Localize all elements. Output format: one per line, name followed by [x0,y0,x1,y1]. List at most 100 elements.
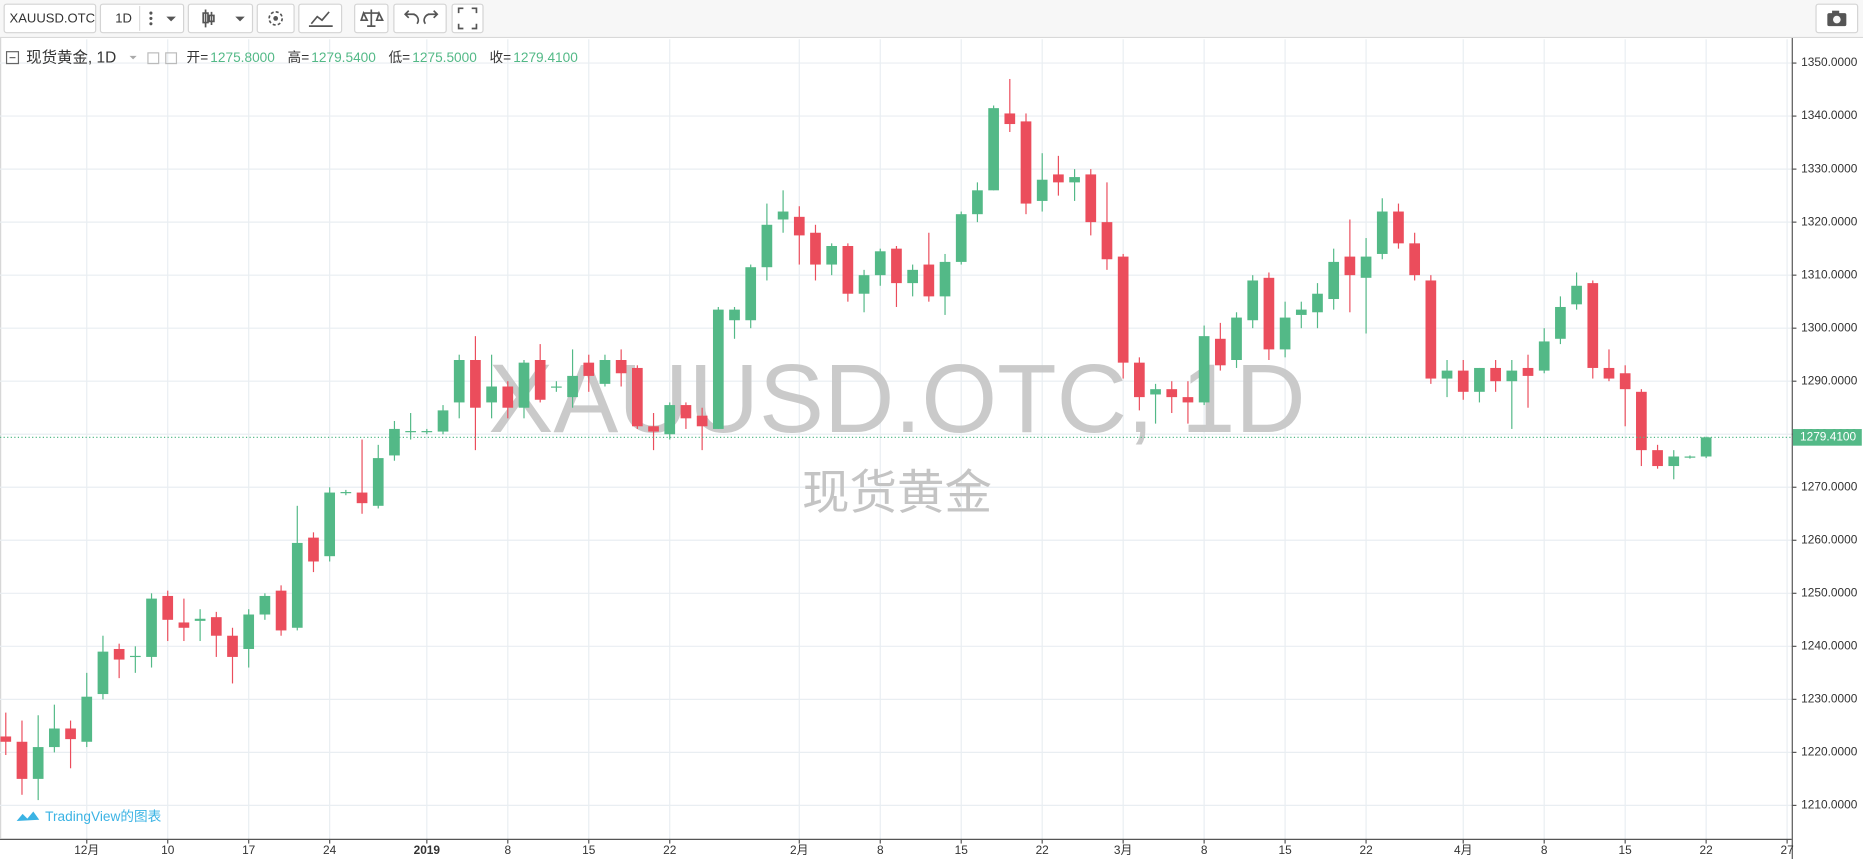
symbol-button[interactable] [3,3,97,34]
candle-body [1295,309,1307,315]
candle-body [1619,373,1631,390]
tradingview-logo[interactable] [16,811,40,821]
more-icon [149,22,153,26]
candle-body [1700,437,1712,457]
chart-style-button[interactable] [187,3,254,34]
x-tick-label: 22 [1700,843,1713,857]
x-tick-label: 22 [663,843,676,857]
candle-body [259,595,271,615]
eye-icon[interactable] [147,52,160,65]
candle-body [1587,283,1599,368]
candle-body [227,635,238,657]
candle-body [1360,256,1372,278]
candle-body [1636,391,1647,451]
candle-body [761,224,773,268]
candle-body [826,245,838,265]
candle-body [146,598,157,657]
x-tick-label: 2019 [414,843,441,857]
candle-body [664,405,676,435]
more-icon[interactable] [149,11,153,15]
candle-body [810,232,821,265]
candle-body [1150,389,1161,395]
candle-body [1085,174,1097,223]
settings-icon[interactable] [165,52,178,65]
symbol[interactable]: XAUUSD.OTC [10,10,96,25]
fullscreen-button[interactable] [451,3,484,34]
series-title: 现货黄金, 1D [26,48,116,66]
y-tick-label: 1220.0000 [1801,745,1858,759]
candle-body [955,214,967,262]
toolbar: XAUUSD.OTC 1D [0,0,1863,39]
y-tick-label: 1210.0000 [1801,798,1858,812]
y-tick-label: 1250.0000 [1801,585,1858,599]
ohlc-value: 1275.5000 [412,50,477,65]
candle-body [97,651,109,695]
undo-icon[interactable] [403,10,420,25]
candle-body [745,267,757,321]
y-tick-label: 1260.0000 [1801,532,1858,546]
ohlc-value: 1275.8000 [210,50,275,65]
candle-body [486,386,497,403]
candle-body [1393,211,1404,244]
candle-body [1474,367,1485,392]
candle-body [1166,389,1178,398]
candle-body [65,728,76,740]
x-tick-label: 2月 [790,843,808,857]
title-dropdown[interactable] [129,55,137,60]
candle-body [1312,293,1323,313]
collapse-icon[interactable] [5,51,20,65]
camera-icon [1833,15,1841,24]
candle-body [194,618,206,621]
candle-body [502,386,514,408]
candle-body [1247,280,1259,321]
candle-body [1279,317,1291,350]
candle-body [972,190,983,215]
candle-body [842,245,854,294]
candle-body [534,359,546,400]
y-tick-label: 1330.0000 [1801,161,1858,175]
y-tick-label: 1350.0000 [1801,55,1858,69]
y-tick-label: 1320.0000 [1801,214,1858,228]
candle-body [858,275,870,294]
candle-body [356,492,368,504]
candle-body [1117,256,1129,363]
ohlc-key: 高= [288,49,310,65]
y-tick-label: 1300.0000 [1801,320,1858,334]
candle-body [1020,121,1032,204]
candle-body [777,211,789,220]
last-price-label: 1279.4100 [1800,430,1857,444]
candle-body [874,251,886,276]
candle-body [1506,370,1518,382]
undo-redo-button[interactable] [393,3,447,34]
candle-body [113,648,125,660]
candle-body [567,375,578,398]
branding[interactable]: TradingView的图表 [45,809,161,824]
candles [0,78,1712,801]
watermark-subtitle: 现货黄金 [802,467,992,520]
redo-icon[interactable] [423,10,439,25]
candle-body [1036,179,1048,201]
candle-body [81,696,93,742]
x-tick-label: 3月 [1114,843,1132,857]
dropdown-icon[interactable] [166,16,176,22]
x-tick-label: 8 [1541,843,1548,857]
interval-button[interactable] [99,3,185,34]
candle-body [1182,397,1194,403]
candle-body [696,415,708,427]
x-tick-label: 15 [1278,843,1292,857]
y-tick-label: 1340.0000 [1801,108,1858,122]
candle-body [551,386,562,388]
x-tick-label: 15 [1619,843,1633,857]
candle-body [210,617,222,636]
candle-body [1490,367,1501,382]
candle-body [16,741,28,779]
y-tick-label: 1240.0000 [1801,638,1858,652]
candle-body [453,359,465,403]
candle-body [178,622,190,628]
candle-body [308,537,319,562]
x-tick-label: 22 [1036,843,1049,857]
candle-body [243,614,255,649]
candle-body [891,248,902,284]
interval[interactable]: 1D [115,10,132,25]
